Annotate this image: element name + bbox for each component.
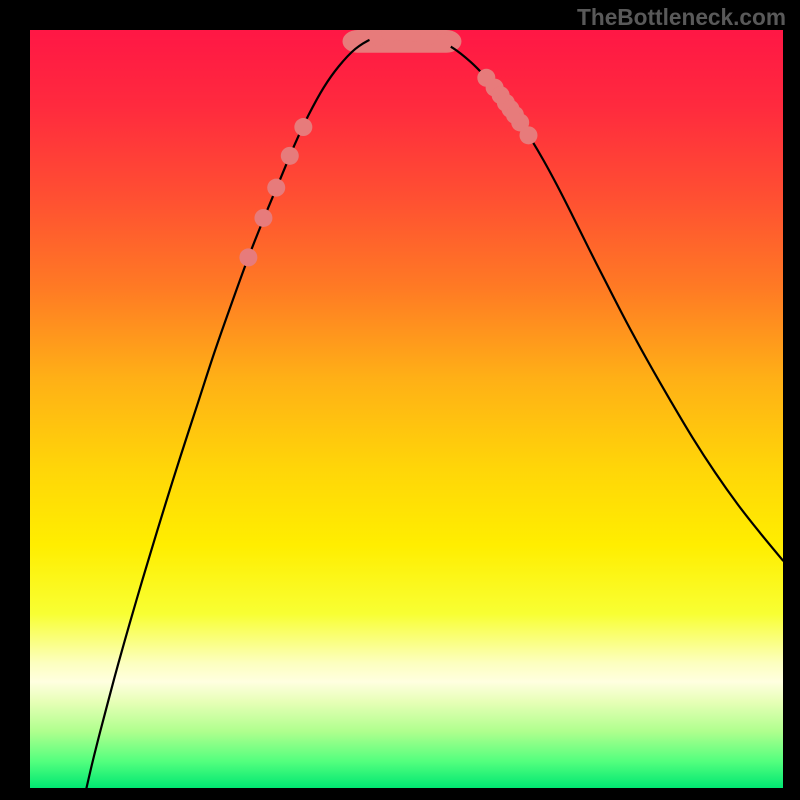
curve-marker [281,147,299,165]
curve-marker [294,118,312,136]
curve-marker [254,209,272,227]
curve-marker [434,34,452,52]
curve-marker [239,248,257,266]
plot-area [30,30,783,788]
watermark-text: TheBottleneck.com [577,4,786,31]
gradient-background [30,30,783,788]
bottleneck-chart [30,30,783,788]
curve-marker [519,126,537,144]
curve-marker [267,179,285,197]
